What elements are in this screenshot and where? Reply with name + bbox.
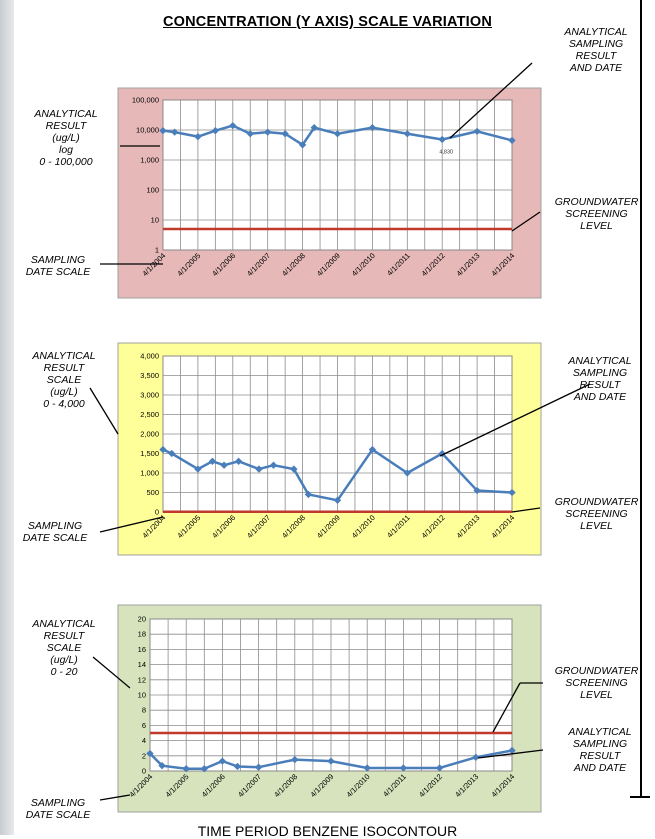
chart3-data-point [435, 764, 444, 772]
chart3-data-point [146, 749, 154, 758]
chart1-data-point [298, 141, 307, 149]
chart3-y-tick-label: 16 [138, 645, 146, 654]
chart1-data-point [310, 123, 318, 132]
chart2-y-tick-label: 500 [146, 488, 159, 497]
chart3-data-point [472, 753, 480, 761]
chart2-y-tick-label: 1,000 [140, 469, 159, 478]
chart2-y-tick-label: 4,000 [140, 352, 159, 361]
chart3-data-point [508, 746, 516, 755]
chart3-data-point [327, 757, 335, 765]
left-photo-strip [0, 0, 14, 835]
chart2-data-point [403, 469, 411, 477]
annotation-chart3-screening: GROUNDWATER SCREENING LEVEL [554, 665, 639, 701]
chart2-data-point [255, 465, 263, 473]
chart2-y-tick-label: 1,500 [140, 449, 159, 458]
annotation-leader-line [439, 383, 591, 457]
chart2-data-point [159, 445, 167, 454]
annotation-leader-line [99, 794, 131, 801]
chart1-data-point [473, 127, 481, 136]
annotation-chart2-sampling: ANALYTICAL SAMPLING RESULT AND DATE [568, 355, 632, 403]
chart2-y-tick-label: 3,500 [140, 371, 159, 380]
chart3-data-point [399, 764, 408, 772]
annotation-chart1-sampling: ANALYTICAL SAMPLING RESULT AND DATE [564, 26, 628, 74]
chart1-data-point [194, 132, 202, 141]
chart2-analytical-series-line [162, 448, 513, 502]
chart3-y-tick-label: 6 [142, 721, 146, 730]
annotation-chart2-screening: GROUNDWATER SCREENING LEVEL [554, 496, 639, 532]
chart2-data-point [304, 490, 313, 499]
chart3-data-point [363, 764, 371, 772]
annotation-leader-line [449, 62, 533, 139]
annotation-leader-line [511, 507, 541, 513]
annotation-chart2-date-scale: SAMPLING DATE SCALE [22, 520, 88, 544]
annotation-leader-line [492, 682, 521, 733]
chart2-y-tick-label: 2,000 [140, 430, 159, 439]
chart3-y-tick-label: 4 [142, 736, 146, 745]
chart2-y-tick-label: 3,000 [140, 391, 159, 400]
chart3-data-point [182, 765, 190, 773]
annotation-leader-line [477, 749, 544, 759]
chart2-data-point [333, 496, 342, 504]
annotation-chart1-y-scale: ANALYTICAL RESULT (ug/L) log 0 - 100,000 [34, 108, 98, 168]
annotation-chart2-y-scale: ANALYTICAL RESULT SCALE (ug/L) 0 - 4,000 [32, 350, 96, 410]
annotation-chart3-y-scale: ANALYTICAL RESULT SCALE (ug/L) 0 - 20 [32, 618, 96, 678]
chart2-data-point [269, 461, 278, 469]
chart3-y-tick-label: 18 [138, 630, 146, 639]
chart1-y-tick-label: 100,000 [132, 96, 159, 105]
chart1-y-tick-label: 100 [146, 186, 159, 195]
chart1-data-point [246, 130, 254, 138]
annotation-leader-line [89, 387, 119, 435]
chart3-data-point [254, 763, 263, 771]
chart2-data-point [473, 486, 481, 495]
chart3-y-tick-label: 10 [138, 691, 146, 700]
chart2-data-point [168, 449, 176, 458]
right-border-tick [630, 796, 650, 798]
chart1-y-tick-label: 1 [155, 246, 159, 255]
chart1-data-label: 4,830 [439, 149, 453, 155]
chart1-y-tick-label: 10 [151, 216, 159, 225]
chart1-analytical-series-line [162, 124, 513, 147]
annotation-leader-line [511, 211, 541, 232]
chart3-y-tick-label: 20 [138, 615, 146, 624]
chart3-y-tick-label: 2 [142, 751, 146, 760]
chart3-y-tick-label: 14 [138, 660, 146, 669]
chart2-data-point [194, 465, 202, 473]
right-border-line [640, 0, 642, 798]
chart1-y-tick-label: 10,000 [136, 126, 159, 135]
chart3-y-tick-label: 8 [142, 706, 146, 715]
chart1-data-point [264, 128, 272, 136]
chart1-data-point [229, 121, 237, 130]
annotation-chart1-date-scale: SAMPLING DATE SCALE [25, 254, 91, 278]
page-title: CONCENTRATION (Y AXIS) SCALE VARIATION [162, 14, 493, 30]
chart1-y-tick-label: 1,000 [140, 156, 159, 165]
chart1-data-point [368, 123, 377, 132]
annotation-leader-line [99, 516, 164, 533]
chart2-y-tick-label: 0 [155, 508, 159, 517]
chart3-data-point [291, 755, 299, 764]
annotation-chart1-screening: GROUNDWATER SCREENING LEVEL [554, 196, 639, 232]
chart2-y-tick-label: 2,500 [140, 410, 159, 419]
annotation-chart3-date-scale: SAMPLING DATE SCALE [25, 797, 91, 821]
chart2-data-point [368, 445, 377, 454]
chart3-data-point [218, 757, 227, 765]
chart3-y-tick-label: 12 [138, 675, 146, 684]
chart1-data-point [281, 130, 289, 138]
annotation-leader-line [92, 656, 131, 689]
chart1-data-point [333, 130, 342, 138]
chart2-data-point [220, 461, 228, 469]
chart3-y-tick-label: 0 [142, 767, 146, 776]
chart2-data-point [290, 465, 298, 473]
annotation-chart3-sampling: ANALYTICAL SAMPLING RESULT AND DATE [568, 726, 632, 774]
